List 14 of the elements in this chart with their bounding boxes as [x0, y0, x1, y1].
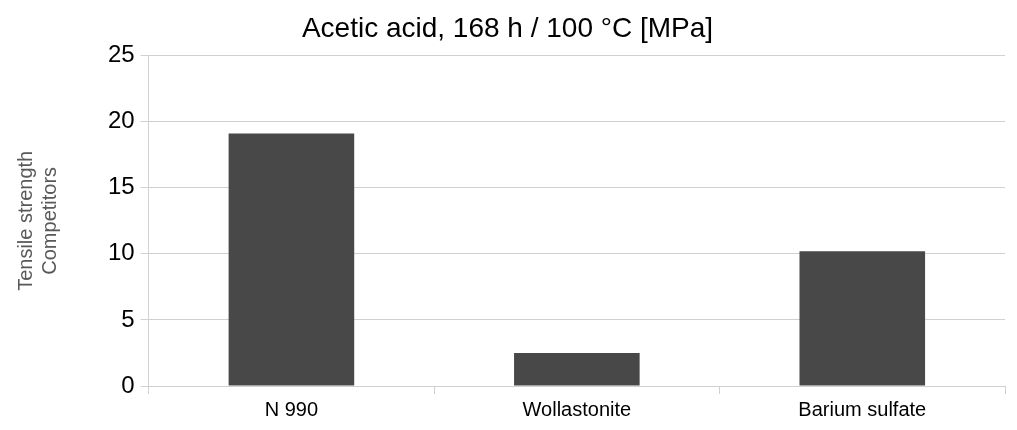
- y-axis-title: Tensile strength Competitors: [13, 150, 60, 291]
- bar: [514, 352, 640, 386]
- chart-title: Acetic acid, 168 h / 100 °C [MPa]: [301, 11, 714, 43]
- y-tick-label: 20: [107, 106, 135, 134]
- x-tick-label: Barium sulfate: [798, 397, 927, 420]
- bar: [799, 251, 926, 386]
- y-tick-label: 10: [107, 238, 135, 266]
- x-tick-label: Wollastonite: [522, 397, 632, 420]
- y-tick-label: 0: [121, 370, 135, 398]
- x-tick-label: N 990: [264, 397, 319, 420]
- y-tick-label: 5: [121, 304, 135, 332]
- y-tick-label: 15: [107, 172, 135, 200]
- bar: [228, 133, 355, 386]
- y-tick-label: 25: [107, 40, 135, 68]
